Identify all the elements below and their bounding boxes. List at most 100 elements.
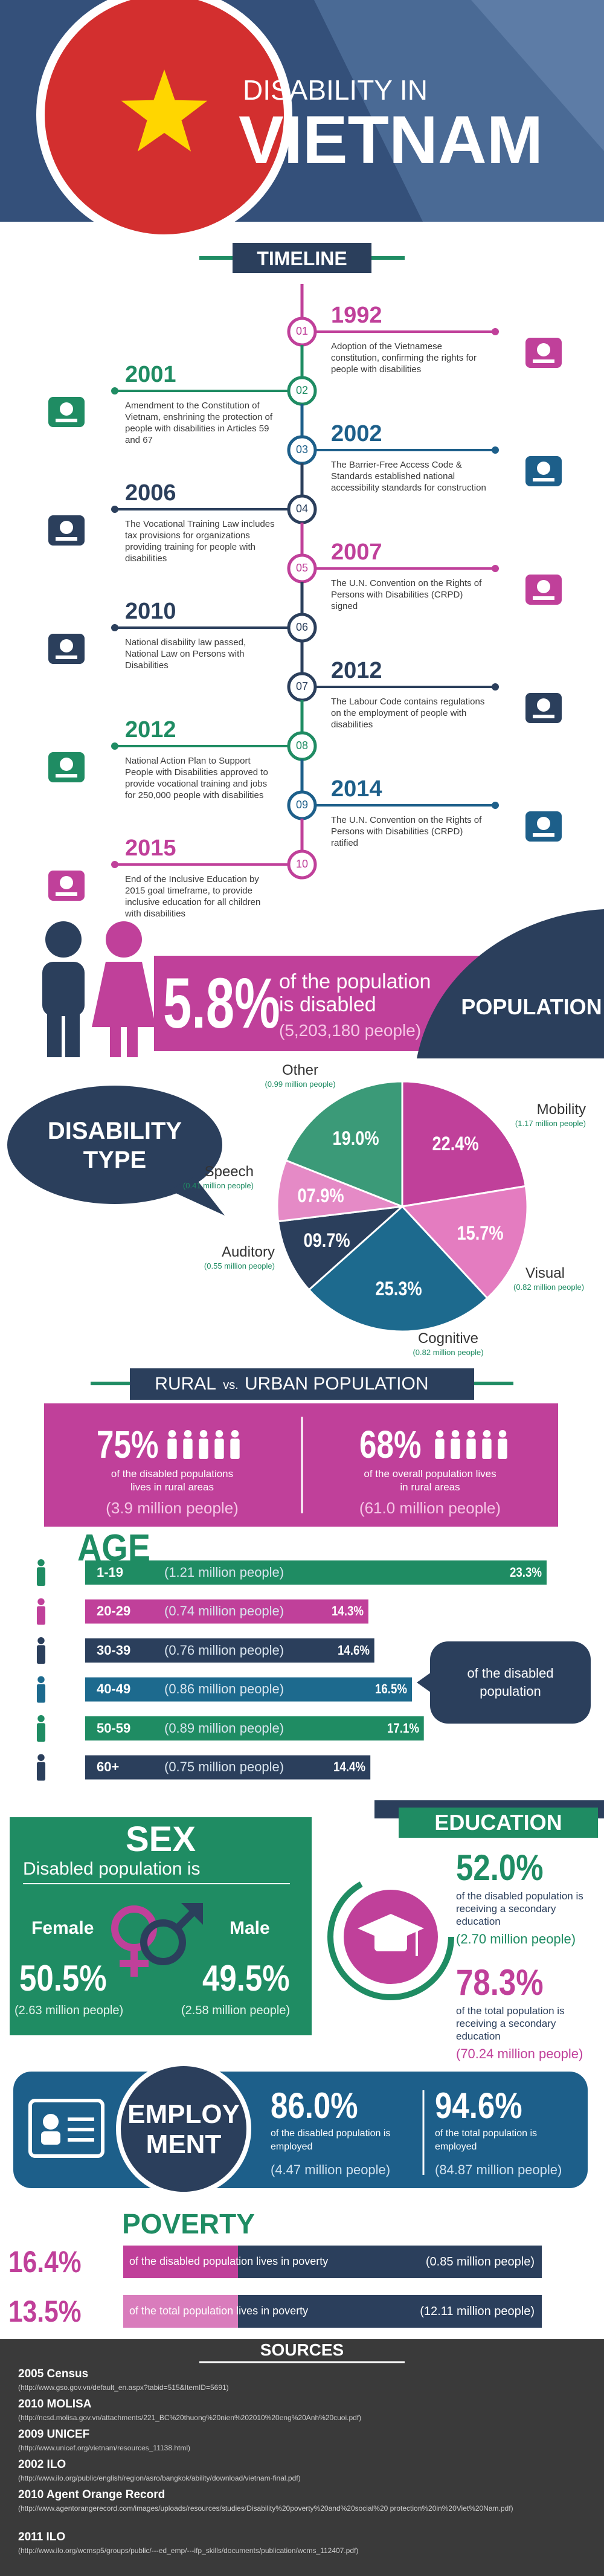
age-label: 40-49 [97,1681,131,1697]
age-icon [36,1645,46,1664]
age-bar [85,1560,547,1585]
timeline-year: 2002 [331,421,382,447]
pie-value-label: 09.7% [303,1229,351,1252]
header-subtitle: DISABILITY IN [243,74,428,106]
timeline-text: The U.N. Convention on the Rights of Per… [331,578,482,611]
timeline-year: 2010 [125,599,176,625]
id-icon [68,2138,94,2142]
timeline-year: 2001 [125,362,176,388]
timeline-dot [492,565,499,572]
age-icon [37,1559,45,1567]
rural-text: of the overall population lives [364,1467,496,1480]
section-title: vs. [223,1379,239,1392]
man-icon [45,921,82,958]
person-icon [435,1430,444,1438]
timeline-icon [533,715,554,718]
age-count: (0.89 million people) [164,1720,284,1736]
age-bar [85,1755,371,1780]
section-title-box [399,1808,598,1838]
section-title-box [130,1368,474,1400]
pie-value-label: 19.0% [332,1127,379,1149]
pie-value-label: 15.7% [457,1222,504,1245]
rural-text: of the disabled populations [111,1467,234,1480]
education-text: of the total population is receiving a s… [456,2004,565,2042]
employment-value: 94.6% [435,2085,522,2126]
section-title: TYPE [83,1147,147,1173]
poverty-count: (12.11 million people) [420,2305,535,2318]
pie-category: Cognitive [417,1330,479,1347]
section-title: DISABILITY [47,1118,182,1144]
sex-value: 49.5% [202,1958,290,1998]
timeline-dot [492,446,499,454]
id-icon [43,2114,59,2130]
age-icon [36,1684,46,1703]
timeline-dot [111,387,118,394]
timeline-number: 05 [295,562,309,575]
id-icon [41,2131,60,2145]
poverty-bar-accent [123,2246,238,2278]
pie-value-label: 22.4% [432,1132,479,1154]
timeline-text: The U.N. Convention on the Rights of Per… [331,814,482,848]
person-icon [184,1430,192,1438]
pie-count: (1.17 million people) [515,1119,586,1129]
age-value-label: 14.6% [337,1642,370,1658]
age-label: 20-29 [97,1603,131,1619]
population-text: of the population [279,970,431,993]
timeline-icon [60,876,73,889]
timeline-dot [111,861,118,868]
timeline-icon [56,537,77,541]
age-count: (0.86 million people) [164,1681,284,1697]
timeline-text: Amendment to the Constitution of Vietnam… [125,400,273,445]
timeline-number: 07 [295,680,309,693]
pie-category: Auditory [221,1243,275,1260]
pie-slice [401,1080,527,1208]
person-icon [199,1438,208,1459]
age-icon [37,1715,45,1722]
age-bar [85,1599,368,1624]
timeline-number: 04 [295,503,309,515]
woman-icon [127,1027,138,1057]
person-icon [466,1438,476,1459]
person-icon [230,1438,240,1459]
timeline-year: 2006 [125,480,176,506]
pie-count: (0.82 million people) [513,1283,585,1292]
timeline-dot [492,328,499,335]
population-shape [417,909,604,1058]
section-title-box [233,243,371,273]
source-url: (http://www.ilo.org/public/english/regio… [18,2473,301,2482]
timeline-icon [537,580,550,593]
flag-star [121,69,208,152]
pie-category: Speech [204,1163,254,1180]
timeline-icon [533,596,554,600]
source-url: (http://www.unicef.org/vietnam/resources… [18,2443,191,2452]
pie-category: Other [281,1061,319,1078]
timeline-text: The Vocational Training Law includes tax… [125,518,275,564]
pie-slice [276,1159,403,1223]
person-icon [483,1430,491,1438]
age-icon [37,1754,45,1761]
section-title: POVERTY [122,2208,255,2240]
timeline-icon [56,892,77,896]
pie-count: (0.55 million people) [204,1261,275,1271]
poverty-value: 13.5% [8,2294,82,2328]
age-value-label: 16.5% [374,1681,408,1697]
timeline-icon [60,402,73,416]
header-title: VIETNAM [239,101,543,178]
employment-count: (84.87 million people) [435,2162,562,2177]
person-icon [498,1430,507,1438]
person-icon [482,1438,492,1459]
education-text: of the disabled population is receiving … [456,1890,583,1927]
timeline-icon [56,655,77,659]
person-icon [167,1438,177,1459]
age-label: 50-59 [97,1720,131,1736]
pie-slice [284,1080,403,1208]
source-url: (http://www.ilo.org/wcmsp5/groups/public… [18,2546,359,2555]
timeline-icon [537,343,550,356]
age-note: of the disabled population [467,1666,554,1699]
timeline-dot [492,683,499,691]
timeline-number: 01 [295,325,309,338]
id-icon [28,2099,104,2158]
timeline-text: The Labour Code contains regulations on … [331,696,485,730]
age-callout [417,1672,431,1693]
timeline-number: 09 [295,799,309,811]
